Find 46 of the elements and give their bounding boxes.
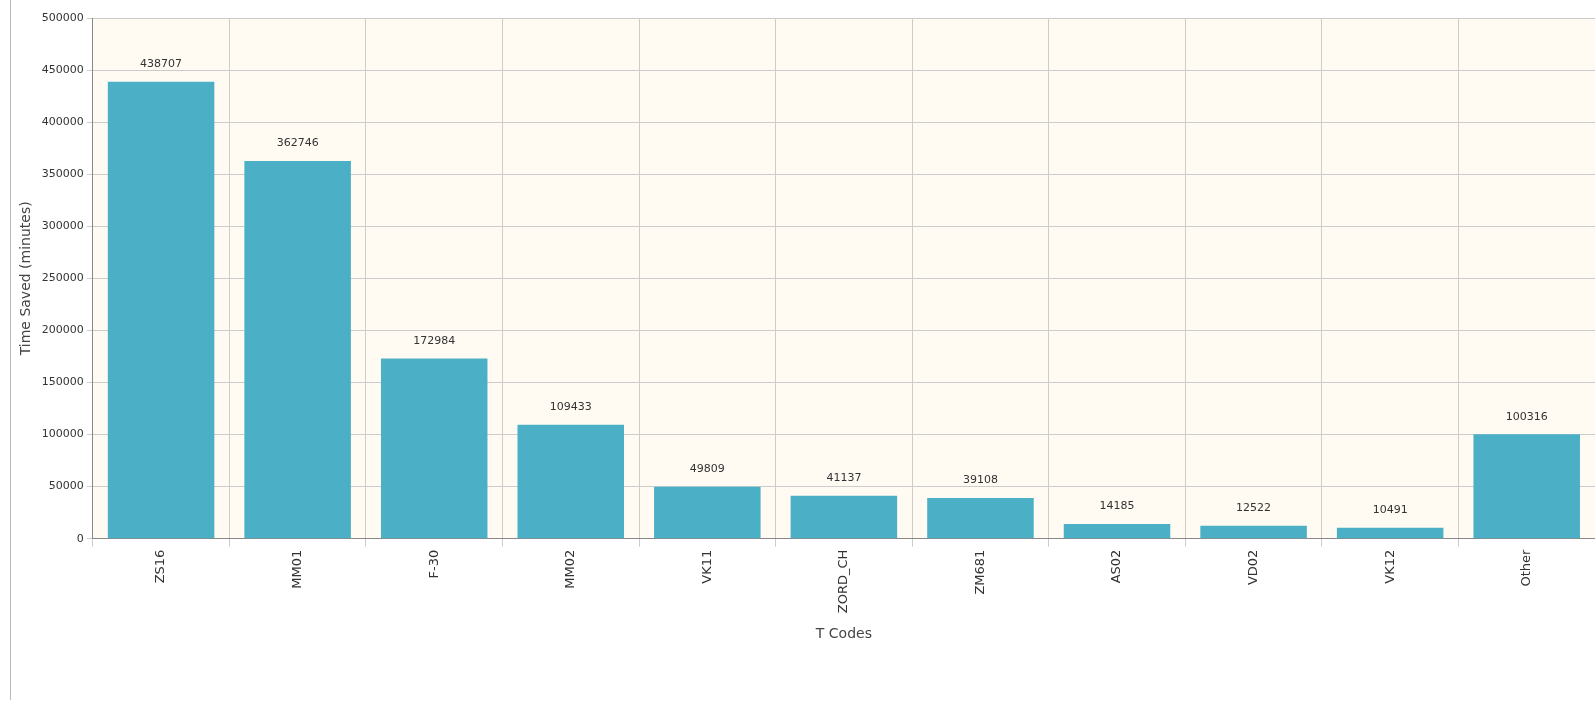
y-tick-label: 450000 <box>41 62 84 76</box>
x-tick-label: AS02 <box>1108 549 1124 584</box>
data-label: 100316 <box>1505 409 1548 423</box>
bar <box>927 497 1034 539</box>
y-axis-title: Time Saved (minutes) <box>17 201 34 357</box>
x-tick-label: Other <box>1518 549 1534 587</box>
x-tick-label: VD02 <box>1244 549 1260 586</box>
y-tick-label: 150000 <box>41 375 84 389</box>
x-tick-label: F-30 <box>425 549 441 579</box>
data-label: 172984 <box>413 333 456 347</box>
bar <box>1473 434 1580 539</box>
data-label: 12522 <box>1236 500 1272 514</box>
x-tick-label: VK12 <box>1381 549 1397 584</box>
bar <box>107 81 215 539</box>
bar <box>380 358 488 539</box>
x-tick-label: ZORD_CH <box>835 549 851 614</box>
data-label: 41137 <box>826 471 862 485</box>
data-label: 438707 <box>140 57 183 71</box>
y-tick-label: 500000 <box>41 10 84 24</box>
y-tick-label: 300000 <box>41 219 84 233</box>
y-tick-label: 400000 <box>41 114 84 128</box>
data-label: 109433 <box>549 400 592 414</box>
y-tick-label: 100000 <box>41 427 84 441</box>
x-tick-label: ZM681 <box>971 549 987 595</box>
y-tick-label: 0 <box>76 531 84 545</box>
y-tick-label: 50000 <box>48 479 84 493</box>
bar <box>1200 525 1307 539</box>
x-tick-label: ZS16 <box>152 549 168 584</box>
x-axis-title: T Codes <box>814 625 872 642</box>
x-tick-label: VK11 <box>698 549 714 584</box>
data-label: 14185 <box>1099 499 1135 513</box>
data-label: 39108 <box>962 473 998 487</box>
data-label: 362746 <box>276 136 319 150</box>
data-label: 49809 <box>689 462 725 476</box>
bar <box>654 486 761 539</box>
bar <box>244 160 351 539</box>
y-tick-label: 350000 <box>41 167 84 181</box>
y-tick-label: 250000 <box>41 271 84 285</box>
y-tick-label: 200000 <box>41 323 84 337</box>
bar <box>790 495 898 539</box>
bar <box>1063 523 1171 539</box>
bar <box>517 424 625 539</box>
data-label: 10491 <box>1372 503 1408 517</box>
bar <box>1336 527 1444 539</box>
x-tick-label: MM01 <box>289 549 305 589</box>
x-tick-label: MM02 <box>562 549 578 589</box>
